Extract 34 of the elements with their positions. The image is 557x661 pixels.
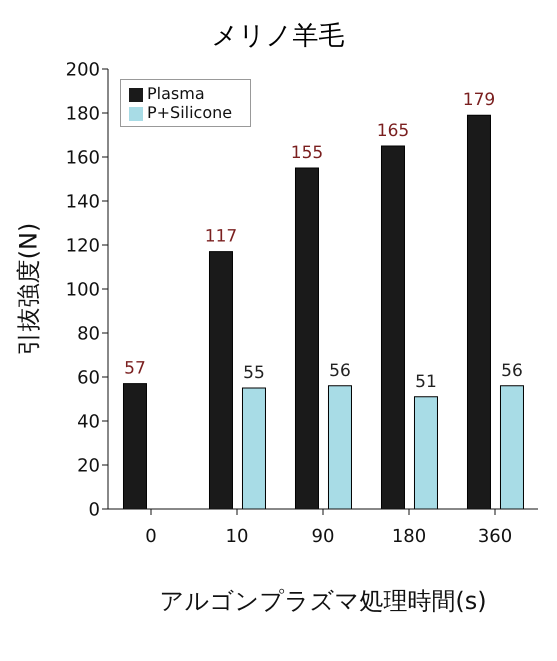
bar <box>414 396 438 509</box>
legend-label: Plasma <box>147 84 205 103</box>
data-label: 56 <box>501 360 523 381</box>
y-tick-label: 140 <box>66 191 100 212</box>
y-tick-label: 20 <box>77 455 100 476</box>
y-tick-label: 160 <box>66 147 100 168</box>
x-tick-label: 10 <box>226 526 248 547</box>
bar <box>242 388 266 509</box>
y-tick-label: 0 <box>88 499 100 520</box>
x-tick-label: 0 <box>145 526 157 547</box>
y-tick-label: 40 <box>77 411 100 432</box>
y-tick-label: 80 <box>77 323 100 344</box>
y-axis-title: 引抜強度(N) <box>14 222 43 356</box>
x-tick-label: 180 <box>392 526 426 547</box>
data-label: 117 <box>204 226 238 247</box>
bar <box>328 385 352 509</box>
x-tick-label: 90 <box>312 526 334 547</box>
data-label: 56 <box>329 360 351 381</box>
y-tick-label: 200 <box>66 59 100 80</box>
x-tick-label: 360 <box>478 526 512 547</box>
y-tick-label: 180 <box>66 103 100 124</box>
data-label: 179 <box>462 90 496 110</box>
y-tick-label: 100 <box>66 279 100 300</box>
y-tick-label: 60 <box>77 367 100 388</box>
data-label: 55 <box>243 363 265 383</box>
data-label: 165 <box>376 121 410 141</box>
data-label: 57 <box>124 358 146 379</box>
x-axis-title: アルゴンプラズマ処理時間(s) <box>159 587 487 615</box>
legend-label: P+Silicone <box>147 103 232 122</box>
data-label: 155 <box>290 143 324 163</box>
chart-title: メリノ羊毛 <box>210 20 346 53</box>
y-tick-label: 120 <box>66 235 100 256</box>
data-label: 51 <box>415 372 437 392</box>
bar <box>500 385 524 509</box>
